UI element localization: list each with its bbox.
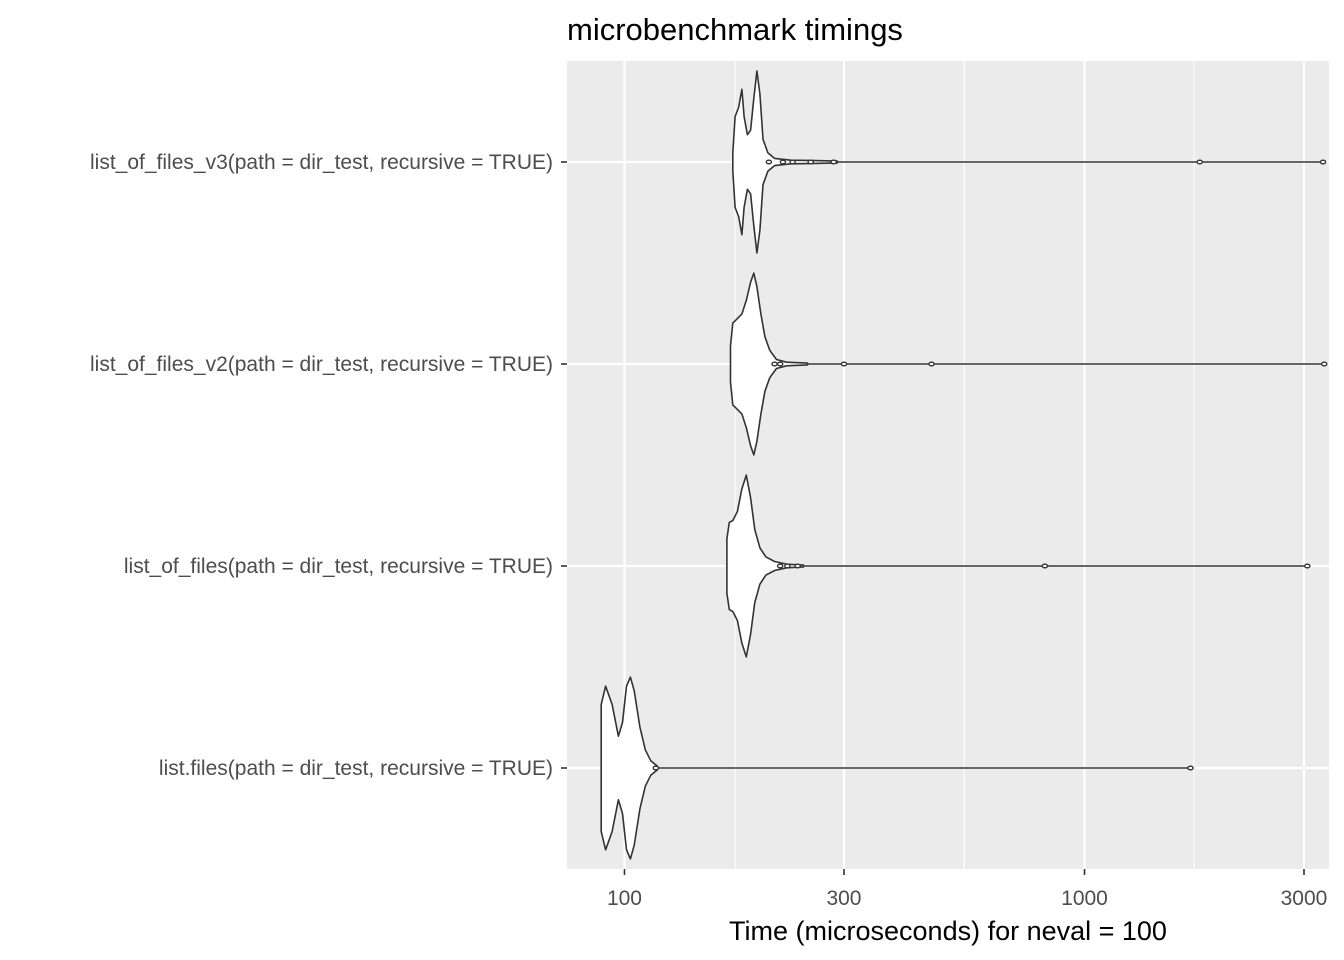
- outlier-point: [779, 159, 787, 165]
- outlier-point: [776, 361, 784, 367]
- outlier-point: [776, 563, 784, 569]
- y-axis: list_of_files_v3(path = dir_test, recurs…: [90, 151, 567, 780]
- violin-body: [729, 272, 809, 456]
- x-tick-label: 3000: [1281, 887, 1328, 910]
- outlier-point: [1187, 765, 1194, 771]
- violin-group: [600, 676, 1194, 860]
- outlier-point: [789, 159, 796, 165]
- y-tick-label: list.files(path = dir_test, recursive = …: [159, 757, 553, 780]
- violin-body: [726, 474, 805, 658]
- y-tick-label: list_of_files_v2(path = dir_test, recurs…: [90, 353, 553, 376]
- chart-title: microbenchmark timings: [567, 12, 903, 47]
- outlier-point: [765, 159, 773, 165]
- x-axis-title: Time (microseconds) for neval = 100: [729, 916, 1167, 946]
- x-axis: 100 300 1000 3000: [607, 869, 1327, 910]
- x-tick-label: 1000: [1061, 887, 1108, 910]
- violin-group: [726, 474, 1311, 658]
- outlier-point: [1303, 563, 1311, 569]
- outlier-point: [1041, 563, 1049, 569]
- outlier-point: [1319, 159, 1327, 165]
- violin-group: [732, 70, 1327, 254]
- x-tick-label: 300: [826, 887, 861, 910]
- y-tick-label: list_of_files_v3(path = dir_test, recurs…: [90, 151, 553, 174]
- outlier-point: [807, 159, 815, 165]
- plot-panel: [567, 61, 1329, 869]
- outlier-point: [1320, 361, 1328, 367]
- y-tick-label: list_of_files(path = dir_test, recursive…: [124, 555, 553, 578]
- outlier-point: [1196, 159, 1204, 165]
- outlier-point: [840, 361, 848, 367]
- outlier-point: [928, 361, 935, 367]
- violin-group: [729, 272, 1328, 456]
- outlier-point: [784, 563, 791, 569]
- outlier-point: [771, 361, 778, 367]
- outlier-point: [652, 765, 660, 771]
- outlier-point: [794, 563, 802, 569]
- x-tick-label: 100: [607, 887, 642, 910]
- violins: [600, 70, 1328, 860]
- outlier-point: [830, 159, 838, 165]
